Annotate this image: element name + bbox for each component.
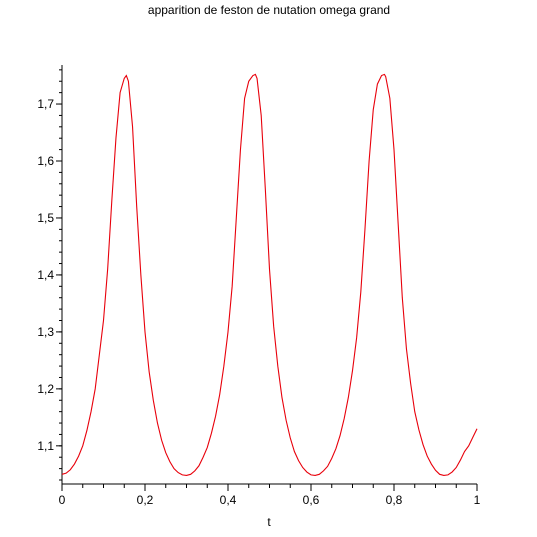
x-tick-label: 0,8 xyxy=(386,493,403,507)
y-tick-label: 1,3 xyxy=(37,325,54,339)
y-tick-label: 1,5 xyxy=(37,211,54,225)
plot-area xyxy=(61,73,478,477)
x-tick-label: 1 xyxy=(474,493,481,507)
y-tick-label: 1,2 xyxy=(37,382,54,396)
x-tick-label: 0,2 xyxy=(137,493,154,507)
axes: 1,1 1,2 1,3 1,4 1,5 1,6 1,7 0 0,2 0,4 0,6 0,8 1 xyxy=(37,65,481,507)
chart-title: apparition de feston de nutation omega g… xyxy=(148,3,390,17)
series-line xyxy=(61,73,478,477)
y-tick-label: 1,1 xyxy=(37,439,54,453)
y-tick-label: 1,7 xyxy=(37,97,54,111)
x-tick-label: 0 xyxy=(59,493,66,507)
y-tick-label: 1,6 xyxy=(37,154,54,168)
x-tick-label: 0,6 xyxy=(303,493,320,507)
x-axis-label: t xyxy=(267,515,271,529)
y-tick-label: 1,4 xyxy=(37,268,54,282)
x-tick-label: 0,4 xyxy=(220,493,237,507)
